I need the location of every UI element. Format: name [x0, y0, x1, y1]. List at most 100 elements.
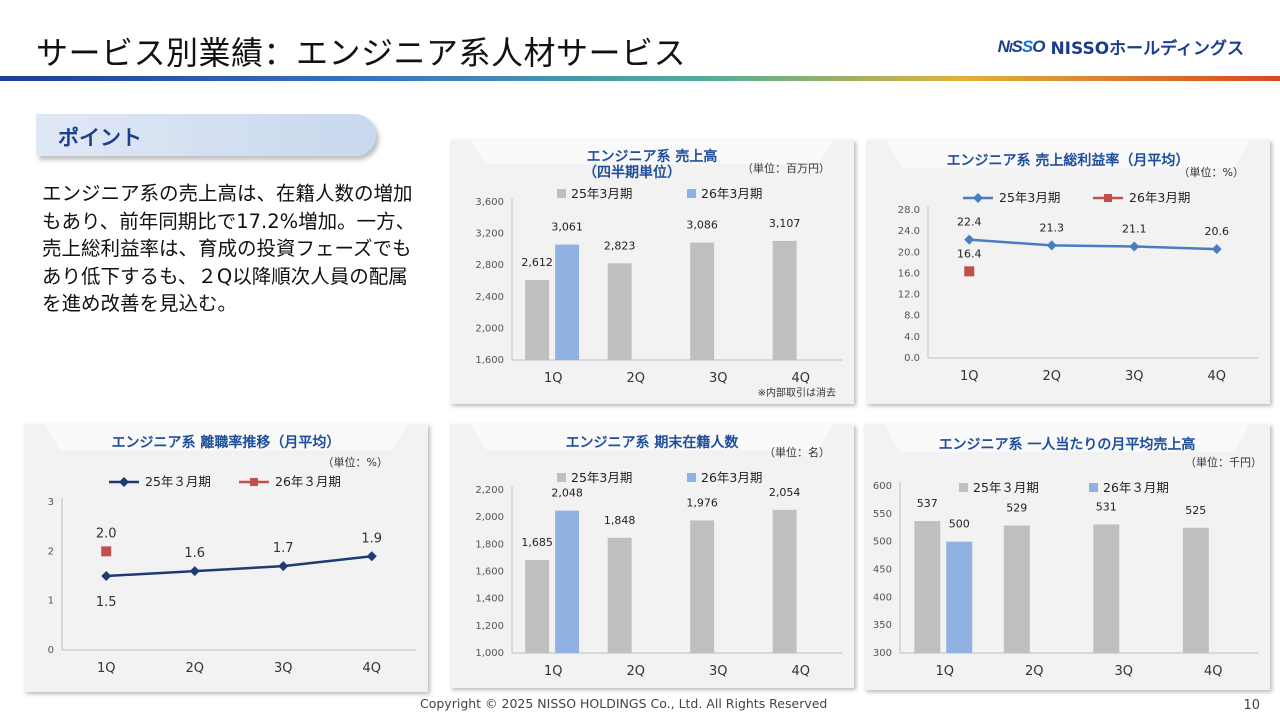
x-tick-label: 4Q [1204, 664, 1223, 679]
data-label: 529 [1006, 502, 1027, 515]
unit-label: （単位：%） [323, 455, 388, 469]
bar [525, 559, 550, 653]
x-tick-label: 1Q [97, 661, 116, 676]
y-tick-label: 20.0 [898, 247, 920, 258]
y-tick-label: 1,000 [475, 648, 504, 659]
chart-title: エンジニア系 期末在籍人数 [566, 434, 740, 451]
data-point [964, 234, 975, 245]
chart-subtitle: （四半期単位） [583, 164, 681, 181]
x-tick-label: 3Q [709, 664, 728, 679]
chart-headcount: エンジニア系 期末在籍人数 （単位：名） 1,000 1,200 1,400 1,600 1… [470, 424, 842, 679]
data-label: 1,976 [686, 496, 718, 509]
y-tick-label: 350 [873, 620, 892, 631]
y-tick-label: 3 [48, 497, 54, 508]
point-body-text: エンジニア系の売上高は、在籍人数の増加もあり、前年同期比で17.2%増加。一方、… [42, 182, 416, 315]
y-tick-label: 300 [873, 648, 892, 659]
y-tick-label: 4.0 [904, 332, 920, 343]
legend-swatch [557, 189, 566, 198]
data-label: 1.5 [96, 595, 117, 610]
logo-mark: NISSO [997, 36, 1046, 56]
legend-label: 25年3月期 [999, 190, 1060, 205]
legend-marker [973, 193, 983, 203]
legend-swatch [1089, 483, 1098, 492]
unit-label: （単位：%） [1179, 165, 1244, 179]
series-line [106, 555, 372, 578]
legend-marker [1104, 194, 1112, 202]
x-tick-label: 1Q [544, 664, 563, 679]
bar [690, 520, 715, 653]
x-tick-label: 2Q [626, 664, 645, 679]
chart-note: ※内部取引は消去 [758, 386, 836, 399]
x-tick-label: 2Q [1042, 369, 1061, 384]
y-tick-label: 2,400 [475, 292, 504, 303]
data-label: 1,848 [604, 514, 636, 527]
y-tick-label: 24.0 [898, 226, 920, 237]
data-label: 3,061 [551, 221, 583, 234]
y-tick-label: 450 [873, 565, 892, 576]
bar [772, 240, 797, 360]
data-label: 20.6 [1205, 225, 1230, 238]
y-tick-label: 1 [48, 596, 54, 607]
y-tick-label: 2,200 [475, 485, 504, 496]
y-tick-label: 8.0 [904, 311, 920, 322]
data-label: 22.4 [957, 216, 982, 229]
x-tick-label: 3Q [709, 371, 728, 386]
legend-marker [250, 478, 258, 486]
chart-turnover: エンジニア系 離職率推移（月平均） （単位：%） 0 1 2 3 1Q 2Q 3Q 4Q 25年３月… [44, 424, 416, 676]
bar [607, 537, 632, 653]
chart-panel-turnover: エンジニア系 離職率推移（月平均） （単位：%） 0 1 2 3 1Q 2Q 3Q 4Q 25年３月… [24, 424, 428, 692]
company-logo: NISSO NISSOホールディングス [997, 34, 1244, 60]
chart-panel-headcount: エンジニア系 期末在籍人数 （単位：名） 1,000 1,200 1,400 1,600 1… [450, 424, 854, 688]
legend-label: 26年３月期 [1103, 480, 1169, 495]
legend-label: 26年３月期 [275, 474, 341, 489]
data-point [101, 571, 112, 581]
bar [555, 510, 580, 653]
chart-sales: エンジニア系 売上高（四半期単位） （単位：百万円） 1,600 2,000 2,400… [470, 140, 842, 399]
x-tick-label: 3Q [1114, 664, 1133, 679]
bar [555, 244, 580, 360]
point-label-text: ポイント [58, 126, 142, 150]
bar [525, 280, 550, 360]
x-tick-label: 3Q [274, 661, 293, 676]
data-label: 2,823 [604, 239, 636, 252]
y-tick-label: 550 [873, 509, 892, 520]
data-label: 2,612 [521, 256, 553, 269]
unit-label: （単位：名） [764, 445, 830, 459]
data-point [278, 561, 289, 572]
x-tick-label: 2Q [626, 371, 645, 386]
y-tick-label: 12.0 [898, 290, 920, 301]
y-tick-label: 28.0 [898, 205, 920, 216]
x-tick-label: 2Q [1025, 664, 1044, 679]
bar [607, 263, 632, 360]
series-line [969, 238, 1217, 251]
y-tick-label: 2,800 [475, 260, 504, 271]
y-tick-label: 1,400 [475, 594, 504, 605]
bar [772, 509, 797, 653]
data-point [1129, 241, 1140, 252]
chart-gross-margin: エンジニア系 売上総利益率（月平均）（単位：%） 0.0 4.0 8.0 12.0 16.… [886, 140, 1258, 384]
chart-panel-sales: エンジニア系 売上高 （四半期単位） （単位：百万円） 1,600 2,000 2,400… [450, 140, 854, 404]
data-label: 21.1 [1122, 222, 1147, 235]
data-label: 1.7 [273, 541, 294, 556]
x-tick-label: 4Q [791, 664, 810, 679]
panel-notch [44, 424, 408, 450]
data-label: 1.9 [361, 531, 382, 546]
unit-label: （単位：千円） [1185, 455, 1262, 469]
legend-swatch [687, 473, 696, 482]
y-tick-label: 400 [873, 592, 892, 603]
x-tick-label: 3Q [1125, 369, 1144, 384]
copyright-text: Copyright © 2025 NISSO HOLDINGS Co., Ltd… [420, 696, 828, 711]
x-tick-label: 1Q [935, 664, 954, 679]
chart-title: エンジニア系 売上総利益率（月平均） [947, 152, 1190, 169]
bar [690, 242, 715, 360]
legend-label: 26年3月期 [1129, 190, 1190, 205]
data-point [964, 266, 975, 277]
y-tick-label: 1,600 [475, 567, 504, 578]
chart-title: エンジニア系 売上高 [587, 148, 718, 165]
unit-label: （単位：百万円） [742, 161, 830, 175]
logo-text: NISSOホールディングス [1050, 39, 1244, 59]
x-tick-label: 4Q [362, 661, 381, 676]
data-label: 500 [949, 518, 970, 531]
y-tick-label: 1,600 [475, 355, 504, 366]
page-number: 10 [1243, 698, 1260, 713]
